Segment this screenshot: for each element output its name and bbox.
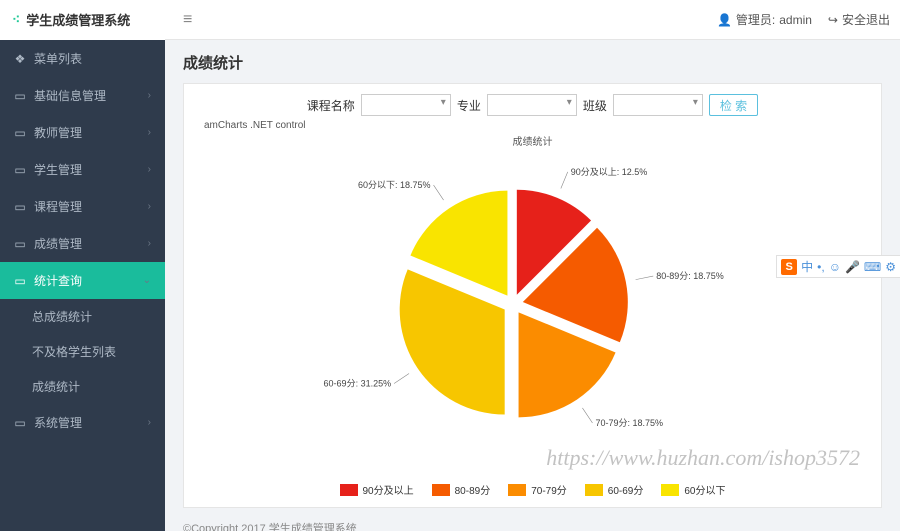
panel: 课程名称 专业 班级 检 索 amCharts .NET control 成绩统… xyxy=(183,83,882,508)
sidebar-subitem-0[interactable]: 总成绩统计 xyxy=(0,299,165,334)
sidebar-item-label: 统计查询 xyxy=(34,272,82,289)
chart-subtitle: 成绩统计 xyxy=(198,133,867,148)
legend-swatch xyxy=(508,484,526,496)
filter-row: 课程名称 专业 班级 检 索 xyxy=(198,94,867,116)
sidebar-subitem-2[interactable]: 成绩统计 xyxy=(0,369,165,404)
legend-item: 60-69分 xyxy=(585,482,644,497)
chevron-right-icon: › xyxy=(148,201,151,212)
legend-label: 60-69分 xyxy=(608,482,644,497)
sidebar-item-4[interactable]: ▭ 课程管理 › xyxy=(0,188,165,225)
chart-legend: 90分及以上 80-89分 70-79分 60-69分 60分以下 xyxy=(198,482,867,497)
menu-icon: ▭ xyxy=(14,89,26,103)
class-select[interactable] xyxy=(613,94,703,116)
slice-label: 60-69分: 31.25% xyxy=(323,378,391,388)
legend-label: 90分及以上 xyxy=(363,482,414,497)
legend-label: 60分以下 xyxy=(684,482,725,497)
pie-svg: 90分及以上: 12.5% 80-89分: 18.75% 70-79分: 18.75… xyxy=(253,154,813,464)
chevron-right-icon: ⌄ xyxy=(143,275,151,286)
ime-smiley-icon[interactable]: ☺ xyxy=(829,260,841,274)
sidebar-item-5[interactable]: ▭ 成绩管理 › xyxy=(0,225,165,262)
legend-item: 80-89分 xyxy=(432,482,491,497)
sidebar-item-label: 系统管理 xyxy=(34,414,82,431)
header-right: ≡ 👤 管理员:admin ↪ 安全退出 xyxy=(165,11,900,29)
slice-label: 90分及以上: 12.5% xyxy=(570,167,647,177)
sidebar: ❖ 菜单列表 ▭ 基础信息管理 › ▭ 教师管理 › ▭ 学生管理 › ▭ 课程管理 › ▭ 成绩管理 › ▭ 统计… xyxy=(0,40,165,531)
filter-label-major: 专业 xyxy=(457,97,481,114)
app-header: ⁖ 学生成绩管理系统 ≡ 👤 管理员:admin ↪ 安全退出 xyxy=(0,0,900,40)
chevron-right-icon: › xyxy=(148,238,151,249)
sidebar-item-label: 课程管理 xyxy=(34,198,82,215)
hamburger-icon[interactable]: ≡ xyxy=(175,11,192,29)
ime-toolbar: S 中 •, ☺ 🎤 ⌨ ⚙ xyxy=(776,255,900,278)
search-button[interactable]: 检 索 xyxy=(709,94,758,116)
legend-swatch xyxy=(432,484,450,496)
sidebar-item-0[interactable]: ❖ 菜单列表 xyxy=(0,40,165,77)
ime-badge[interactable]: S xyxy=(781,259,797,275)
legend-item: 60分以下 xyxy=(661,482,725,497)
sidebar-item-3[interactable]: ▭ 学生管理 › xyxy=(0,151,165,188)
sidebar-item-1[interactable]: ▭ 基础信息管理 › xyxy=(0,77,165,114)
menu-icon: ▭ xyxy=(14,200,26,214)
sidebar-subitem-1[interactable]: 不及格学生列表 xyxy=(0,334,165,369)
major-select[interactable] xyxy=(487,94,577,116)
ime-mic-icon[interactable]: 🎤 xyxy=(845,260,860,274)
logout-icon: ↪ xyxy=(828,13,838,27)
user-icon: 👤 xyxy=(717,13,732,27)
menu-icon: ▭ xyxy=(14,126,26,140)
menu-icon: ▭ xyxy=(14,163,26,177)
app-title: 学生成绩管理系统 xyxy=(26,10,130,29)
admin-link[interactable]: 👤 管理员:admin xyxy=(717,11,812,28)
chevron-right-icon: › xyxy=(148,164,151,175)
sidebar-item-7[interactable]: ▭ 系统管理 › xyxy=(0,404,165,441)
logout-link[interactable]: ↪ 安全退出 xyxy=(828,11,890,28)
sidebar-item-label: 学生管理 xyxy=(34,161,82,178)
slice-label: 70-79分: 18.75% xyxy=(595,418,663,428)
sidebar-item-label: 教师管理 xyxy=(34,124,82,141)
chevron-right-icon: › xyxy=(148,417,151,428)
chart-library-label: amCharts .NET control xyxy=(198,120,867,131)
filter-label-course: 课程名称 xyxy=(307,97,355,114)
slice-label: 60分以下: 18.75% xyxy=(358,180,431,190)
menu-icon: ❖ xyxy=(14,52,26,66)
legend-swatch xyxy=(585,484,603,496)
user-area: 👤 管理员:admin ↪ 安全退出 xyxy=(717,11,890,28)
sidebar-item-label: 成绩管理 xyxy=(34,235,82,252)
sidebar-item-label: 基础信息管理 xyxy=(34,87,106,104)
logo-area: ⁖ 学生成绩管理系统 xyxy=(0,0,165,40)
page-title: 成绩统计 xyxy=(183,52,882,73)
legend-label: 70-79分 xyxy=(531,482,567,497)
sidebar-item-6[interactable]: ▭ 统计查询 ⌄ xyxy=(0,262,165,299)
legend-item: 70-79分 xyxy=(508,482,567,497)
menu-icon: ▭ xyxy=(14,237,26,251)
legend-swatch xyxy=(661,484,679,496)
menu-icon: ▭ xyxy=(14,274,26,288)
ime-lang[interactable]: 中 xyxy=(801,258,813,275)
logo-icon: ⁖ xyxy=(12,11,20,28)
ime-keyboard-icon[interactable]: ⌨ xyxy=(864,260,881,274)
sidebar-item-2[interactable]: ▭ 教师管理 › xyxy=(0,114,165,151)
ime-punct-icon[interactable]: •, xyxy=(817,260,825,274)
course-select[interactable] xyxy=(361,94,451,116)
chevron-right-icon: › xyxy=(148,90,151,101)
pie-slice[interactable] xyxy=(399,269,504,414)
legend-item: 90分及以上 xyxy=(340,482,414,497)
slice-label: 80-89分: 18.75% xyxy=(656,271,724,281)
pie-chart: 90分及以上: 12.5% 80-89分: 18.75% 70-79分: 18.75… xyxy=(198,154,867,474)
ime-settings-icon[interactable]: ⚙ xyxy=(885,260,896,274)
filter-label-class: 班级 xyxy=(583,97,607,114)
legend-label: 80-89分 xyxy=(455,482,491,497)
copyright-footer: ©Copyright 2017 学生成绩管理系统 xyxy=(183,520,882,531)
legend-swatch xyxy=(340,484,358,496)
chevron-right-icon: › xyxy=(148,127,151,138)
sidebar-item-label: 菜单列表 xyxy=(34,50,82,67)
main-content: 成绩统计 课程名称 专业 班级 检 索 amCharts .NET contro… xyxy=(165,40,900,531)
menu-icon: ▭ xyxy=(14,416,26,430)
